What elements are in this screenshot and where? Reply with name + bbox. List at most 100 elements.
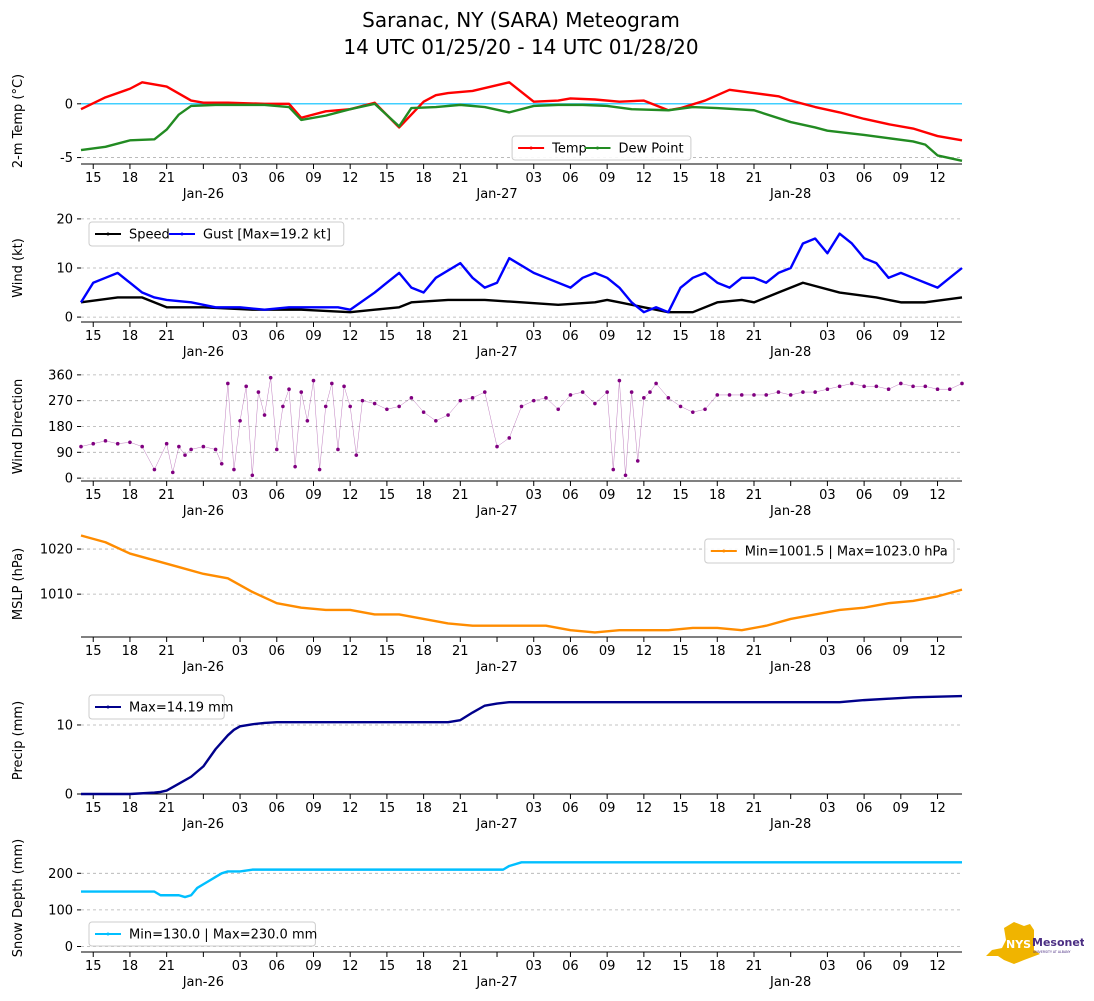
wind_direction-xtick-label: Jan-28 (769, 504, 811, 519)
direction-point (715, 393, 720, 397)
direction-point (654, 381, 658, 386)
direction-point (611, 467, 616, 472)
precip-legend-marker (106, 705, 110, 709)
direction-point (947, 387, 952, 392)
precip-xtick-label: 18 (122, 801, 139, 816)
direction-point (421, 410, 426, 414)
snow-ytick-label: 100 (48, 903, 73, 918)
precip-legend-box (88, 694, 225, 720)
wind_direction-xtick-label: Jan-26 (182, 504, 224, 519)
direction-point (232, 467, 236, 472)
wind_direction-xtick-label: 21 (746, 488, 763, 503)
wind-xtick-label: Jan-26 (182, 345, 224, 360)
direction-point (323, 404, 328, 409)
snow-xtick-label: 12 (342, 959, 359, 974)
direction-point (874, 384, 879, 389)
mslp-ytick-label: 1020 (40, 543, 73, 558)
precip-ytick-label: 0 (65, 788, 73, 803)
temp-xtick-label: 18 (122, 171, 139, 186)
wind-series-gust (79, 232, 963, 314)
snow-ylabel: Snow Depth (mm) (11, 839, 26, 957)
direction-point (623, 473, 628, 478)
wind-legend-label: Gust [Max=19.2 kt] (203, 228, 331, 243)
temp-xtick-label: 18 (415, 171, 432, 186)
mslp-xtick-label: 21 (746, 644, 763, 659)
mslp-xtick-label: Jan-26 (182, 660, 224, 675)
direction-point (629, 390, 634, 394)
direction-point (556, 407, 561, 412)
direction-point (201, 444, 206, 449)
wind_direction-xtick-label: 15 (672, 488, 689, 503)
direction-point (899, 381, 903, 386)
wind_direction-xtick-label: 06 (856, 488, 873, 503)
direction-point (189, 447, 193, 452)
wind_direction-xtick-label: 18 (415, 488, 432, 503)
snow-xtick-label: Jan-26 (182, 975, 224, 990)
snow-legend-label: Min=130.0 | Max=230.0 mm (129, 928, 317, 943)
wind_direction-xtick-label: 06 (269, 488, 286, 503)
direction-point (238, 418, 242, 423)
wind_direction-ytick-label: 90 (56, 446, 73, 461)
wind-legend-marker (106, 232, 110, 236)
direction-point (152, 467, 157, 472)
mslp-ylabel: MSLP (hPa) (11, 548, 26, 620)
precip-xtick-label: Jan-28 (769, 817, 811, 832)
direction-point (648, 390, 652, 394)
temp-legend: Temp Dew Point (511, 135, 692, 161)
wind-ylabel: Wind (kt) (11, 238, 26, 298)
direction-point (635, 459, 640, 463)
precip-xtick-label: 03 (232, 801, 249, 816)
precip-xtick-label: 21 (158, 801, 175, 816)
temp-xtick-label: 21 (158, 171, 175, 186)
direction-point (330, 381, 334, 386)
precip-xtick-label: 06 (856, 801, 873, 816)
temp-xtick-label: 18 (709, 171, 726, 186)
direction-point (164, 441, 169, 446)
direction-point (79, 444, 83, 449)
temp-xtick-label: 12 (636, 171, 653, 186)
direction-point (385, 407, 389, 412)
mslp-xtick-label: 09 (893, 644, 910, 659)
precip-xtick-label: 21 (746, 801, 763, 816)
precip-ylabel: Precip (mm) (11, 701, 26, 780)
temp-xtick-label: 15 (379, 171, 396, 186)
direction-point (935, 387, 940, 392)
mslp-xtick-label: Jan-27 (475, 660, 517, 675)
wind-xtick-label: Jan-28 (769, 345, 811, 360)
wind_direction-xtick-label: 12 (342, 488, 359, 503)
direction-point (642, 396, 646, 400)
precip-xtick-label: 18 (415, 801, 432, 816)
snow-xtick-label: 21 (452, 959, 469, 974)
temp-xtick-label: Jan-27 (475, 187, 517, 202)
wind-xtick-label: 09 (305, 329, 322, 344)
wind_direction-xtick-label: 18 (709, 488, 726, 503)
wind_direction-xtick-label: 03 (525, 488, 542, 503)
direction-point (409, 396, 414, 400)
direction-point (470, 396, 475, 400)
snow-xtick-label: 12 (636, 959, 653, 974)
temp-series-dew-point (80, 102, 963, 162)
wind-xtick-label: 03 (232, 329, 249, 344)
chart-title-line2: 14 UTC 01/25/20 - 14 UTC 01/28/20 (343, 35, 699, 59)
direction-point (305, 418, 310, 423)
direction-point (458, 398, 463, 403)
precip-xtick-label: 21 (452, 801, 469, 816)
mslp-xtick-label: 12 (929, 644, 946, 659)
direction-point (268, 375, 273, 380)
temp-xtick-label: Jan-26 (182, 187, 224, 202)
precip-xtick-label: 06 (269, 801, 286, 816)
wind_direction-ytick-label: 180 (48, 420, 73, 435)
direction-point (213, 447, 218, 452)
direction-point (593, 401, 597, 406)
snow-xtick-label: 21 (158, 959, 175, 974)
wind-xtick-label: 12 (636, 329, 653, 344)
direction-point (911, 384, 915, 389)
direction-point (703, 407, 707, 412)
direction-point (617, 378, 622, 383)
direction-point (336, 447, 340, 452)
temp-ytick-label: -5 (60, 151, 73, 166)
wind-xtick-label: 21 (746, 329, 763, 344)
wind_direction-xtick-label: 15 (379, 488, 396, 503)
snow-legend-box (88, 921, 316, 947)
direction-point (293, 464, 297, 469)
